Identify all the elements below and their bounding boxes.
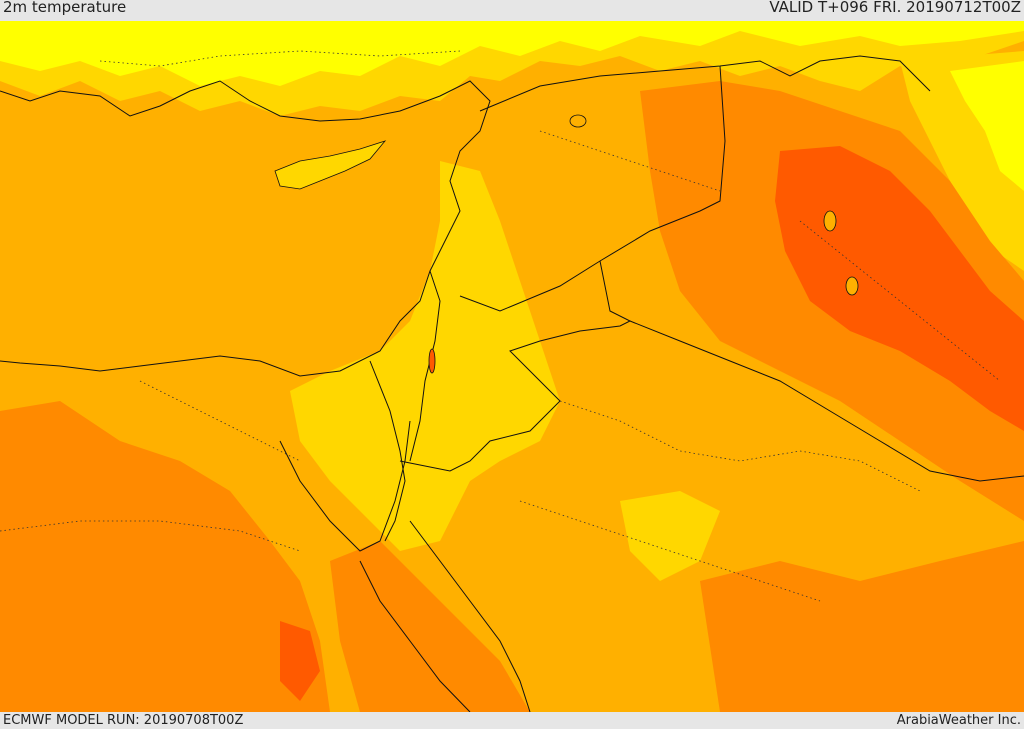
brand-label: ArabiaWeather Inc. (896, 713, 1021, 728)
mediterranean-coastline (0, 80, 491, 377)
saudi-internal-boundary-south (519, 500, 821, 602)
egypt-orange-region (0, 401, 330, 712)
saudi-internal-boundary (559, 400, 921, 492)
map-title: 2m temperature (3, 0, 127, 16)
egypt-internal-boundary-south (0, 520, 301, 552)
southeast-arabia-orange-region (700, 541, 1024, 712)
jordan-saudi-border (399, 260, 632, 472)
valid-time: VALID T+096 FRI. 20190712T00Z (769, 0, 1021, 16)
red-sea-west-coastline (359, 560, 471, 712)
red-sea-coast-orange-region (330, 541, 530, 712)
egypt-israel-border (369, 360, 406, 542)
syria-internal-boundary (539, 130, 721, 192)
iraq-lake-south (845, 276, 859, 296)
dead-sea (428, 348, 436, 374)
cyprus-island (274, 140, 387, 190)
model-run-label: ECMWF MODEL RUN: 20190708T00Z (3, 713, 244, 728)
red-sea-east-coastline (409, 520, 531, 712)
north-cool-yellow-region (0, 21, 1024, 86)
sinai-coastline (279, 420, 411, 552)
iraq-lake (823, 210, 837, 232)
turkey-syria-iraq-border (479, 55, 931, 112)
footer-bar: ECMWF MODEL RUN: 20190708T00Z ArabiaWeat… (0, 712, 1024, 729)
egypt-internal-boundary (139, 380, 301, 462)
upper-egypt-hot-patch (280, 621, 320, 701)
iraq-saudi-border (629, 320, 1024, 482)
arabia-yellow-patch (620, 491, 720, 581)
syria-iraq-jordan-border (459, 65, 726, 312)
temperature-map-svg (0, 21, 1024, 712)
levant-sinai-yellow-region (290, 161, 560, 551)
mesopotamia-hot-region (775, 146, 1024, 431)
zagros-cool-yellow-region (950, 61, 1024, 191)
header-bar: 2m temperature VALID T+096 FRI. 20190712… (0, 0, 1024, 21)
syria-lake (569, 114, 587, 128)
temperature-map (0, 21, 1024, 712)
turkey-internal-boundary (99, 50, 461, 67)
